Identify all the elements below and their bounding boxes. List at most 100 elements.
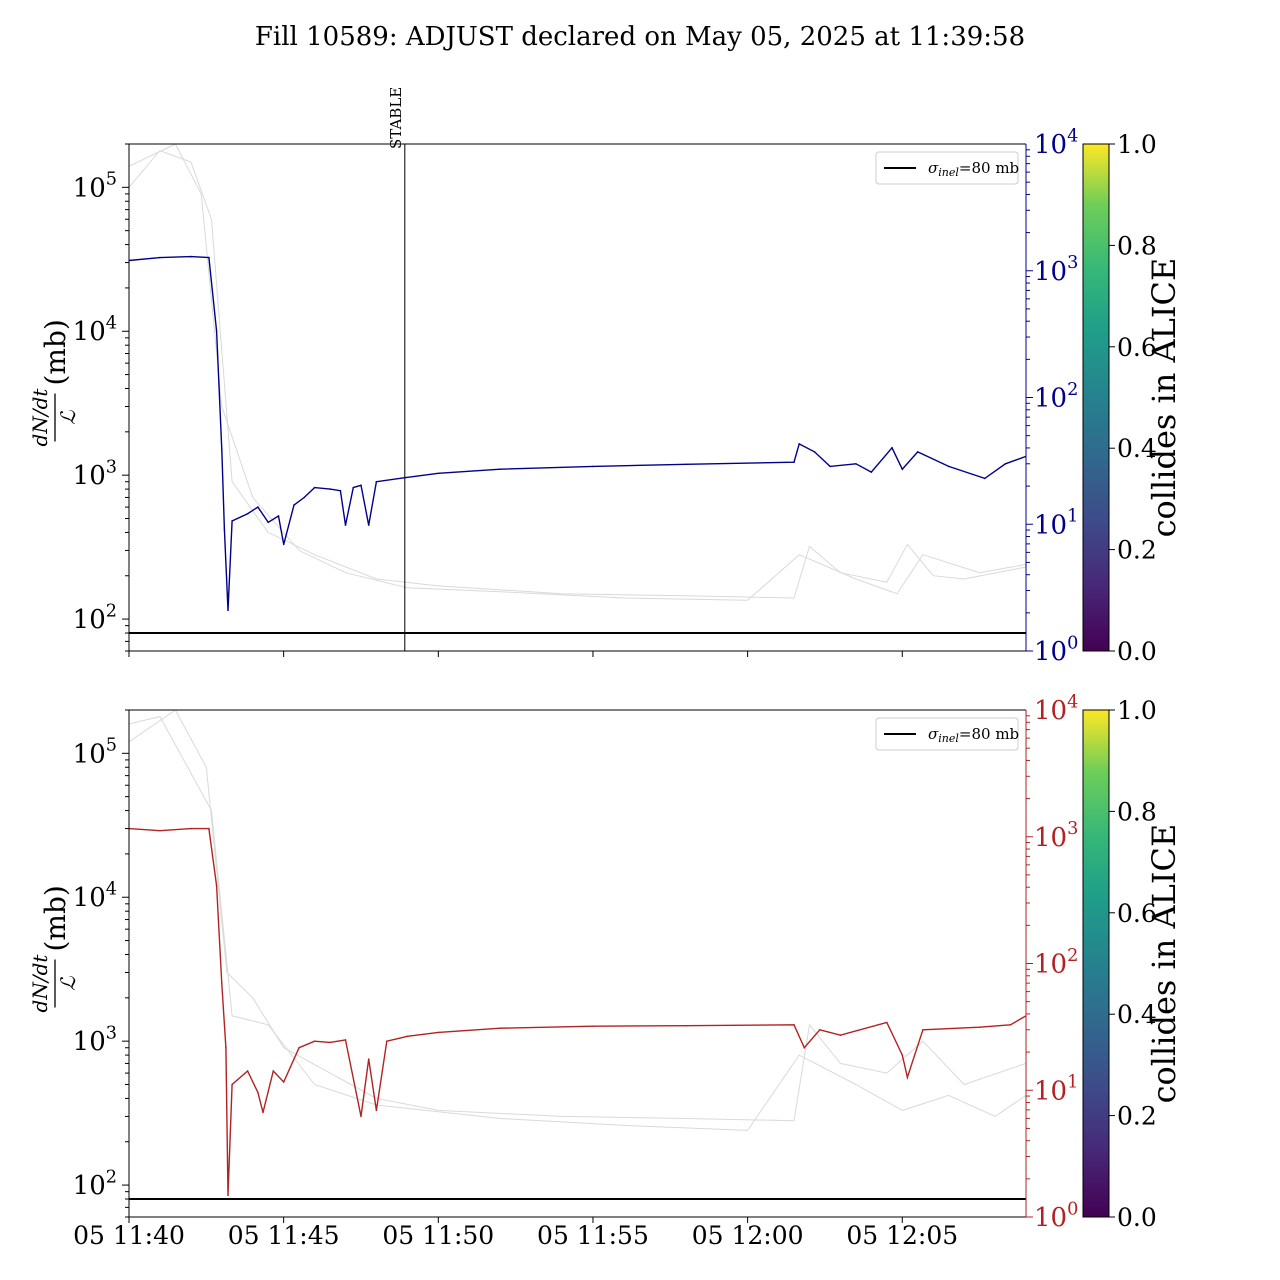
series-point (339, 489, 342, 492)
series-point (329, 488, 331, 490)
series-point (793, 461, 795, 464)
colorbar-tick-label: 1.0 (1117, 696, 1157, 725)
right-tick-label: 102 (1034, 380, 1078, 414)
y-tick-label: 103 (73, 1023, 117, 1057)
right-tick-label: 100 (1034, 633, 1078, 667)
colorbar-label: collides in ALICE (1145, 824, 1183, 1104)
series-point (829, 465, 831, 468)
series-point (901, 1054, 904, 1056)
series-point (1009, 1024, 1012, 1026)
series-point (916, 451, 919, 453)
background-line (129, 144, 1026, 601)
series-point (190, 827, 192, 830)
right-tick-label: 101 (1034, 507, 1078, 541)
series-line (129, 255, 1026, 611)
series-point (262, 1111, 264, 1114)
series-point (293, 504, 295, 506)
series-point (223, 528, 226, 531)
series-point (231, 1083, 233, 1086)
y-label-denominator: ℒ (56, 410, 80, 425)
series-point (277, 515, 280, 517)
legend-label: σinel=80 mb (928, 725, 1019, 745)
series-point (267, 521, 270, 524)
series-point (352, 486, 355, 489)
series-point (159, 829, 161, 832)
series-point (221, 983, 223, 985)
series-point (190, 255, 192, 258)
y-label-numerator: dN/dt (28, 954, 52, 1013)
series-point (592, 465, 594, 468)
series-point (906, 1076, 909, 1079)
series-point (215, 330, 218, 333)
series-point (499, 468, 502, 471)
series-point (803, 1046, 806, 1049)
series-point (221, 449, 223, 451)
figure-title: Fill 10589: ADJUST declared on May 05, 2… (255, 22, 1025, 52)
series-point (272, 1070, 275, 1072)
right-tick-label: 104 (1034, 692, 1078, 726)
series-point (437, 472, 440, 475)
series-point (375, 1109, 378, 1112)
series-point (375, 480, 378, 483)
series-point (798, 443, 800, 445)
series-point (282, 1081, 285, 1083)
series-point (246, 512, 249, 515)
series-point (208, 827, 210, 830)
right-tick-label: 101 (1034, 1073, 1078, 1107)
series-point (685, 1024, 687, 1027)
colorbar-tick-label: 0.4 (1117, 1000, 1157, 1029)
y-label-unit: (mb) (39, 319, 72, 385)
colorbar-tick-label: 0.0 (1117, 1203, 1157, 1232)
legend-label: σinel=80 mb (928, 159, 1019, 179)
right-tick-label: 103 (1034, 253, 1078, 287)
series-point (227, 609, 229, 612)
series-point (406, 1035, 409, 1038)
x-tick-label: 05 11:50 (382, 1221, 494, 1250)
series-point (367, 524, 370, 526)
right-tick-label: 102 (1034, 946, 1078, 980)
series-point (208, 256, 210, 259)
colorbar (1082, 709, 1110, 1218)
x-tick-label: 05 11:55 (537, 1221, 649, 1250)
series-point (227, 1194, 229, 1196)
series-point (386, 1040, 388, 1042)
colorbar-label: collides in ALICE (1145, 258, 1183, 538)
right-tick-label: 100 (1034, 1199, 1078, 1233)
y-label-denominator: ℒ (56, 976, 80, 991)
series-point (901, 468, 904, 471)
series-point (870, 471, 873, 473)
background-line (129, 716, 1026, 1131)
series-point (344, 524, 347, 526)
series-point (159, 256, 161, 259)
series-point (793, 1024, 795, 1026)
x-tick-label: 05 11:40 (73, 1221, 185, 1250)
y-axis-label: dN/dt ℒ (mb) (28, 885, 80, 1012)
y-label-unit: (mb) (39, 885, 72, 951)
series-point (298, 1046, 300, 1049)
background-line (129, 150, 1026, 599)
colorbar-tick-label: 0.6 (1117, 899, 1157, 928)
colorbar-tick-label: 0.8 (1117, 231, 1157, 260)
colorbar-tick-label: 0.2 (1117, 536, 1157, 565)
series-point (360, 1115, 362, 1118)
background-line (129, 710, 1026, 1122)
series-point (367, 1058, 370, 1060)
y-tick-label: 103 (73, 457, 117, 491)
series-point (313, 1040, 316, 1042)
colorbar-tick-label: 0.2 (1117, 1102, 1157, 1131)
series-point (813, 451, 816, 453)
colorbar-tick-label: 0.8 (1117, 797, 1157, 826)
colorbar-tick-label: 1.0 (1117, 130, 1157, 159)
series-point (246, 1070, 249, 1072)
series-point (360, 484, 362, 487)
series-point (592, 1025, 594, 1027)
series-point (947, 465, 950, 468)
series-point (978, 1026, 981, 1028)
series-point (329, 1041, 331, 1044)
right-tick-label: 103 (1034, 819, 1078, 853)
series-point (225, 1046, 227, 1049)
series-point (891, 447, 893, 449)
y-axis-label: dN/dt ℒ (mb) (28, 319, 80, 446)
series-point (257, 506, 259, 508)
